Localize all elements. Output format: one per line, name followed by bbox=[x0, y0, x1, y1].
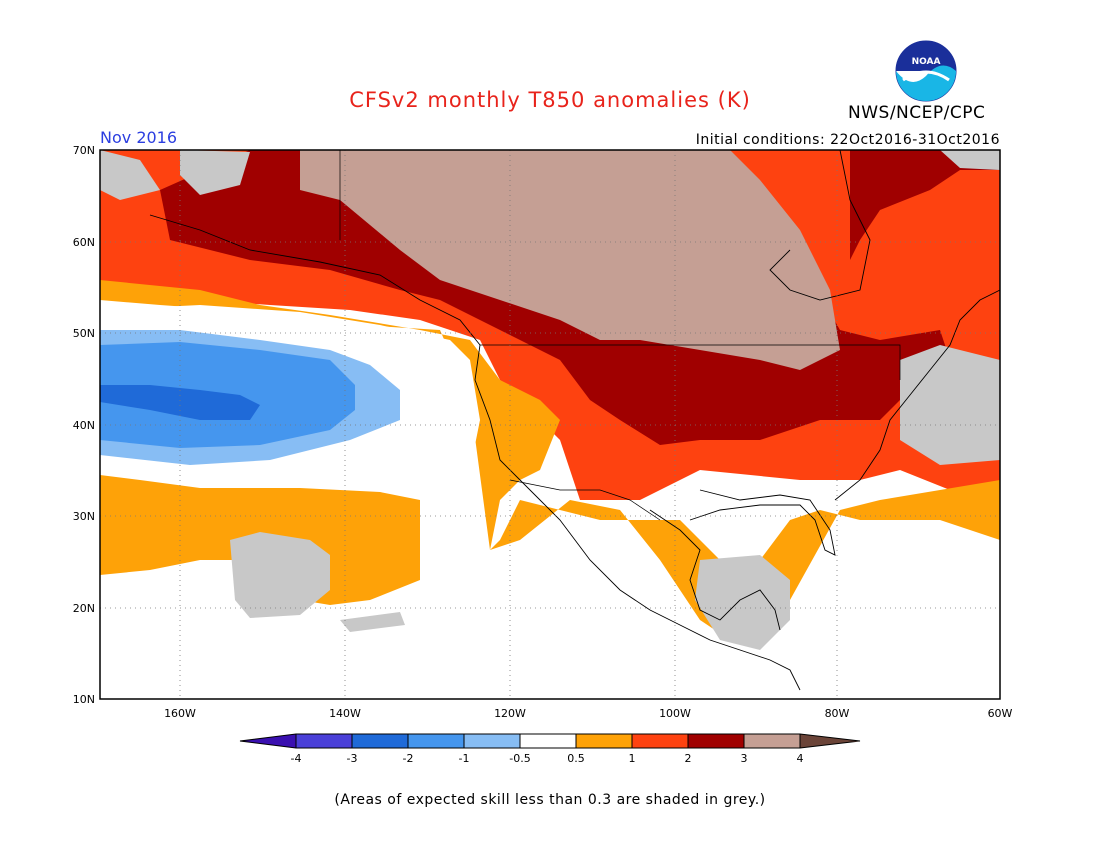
legend-tick-label: 2 bbox=[685, 752, 692, 765]
skill-footnote: (Areas of expected skill less than 0.3 a… bbox=[334, 792, 766, 808]
coastline bbox=[834, 289, 1000, 501]
skill-mask-region bbox=[100, 150, 160, 200]
initial-conditions-label: Initial conditions: 22Oct2016-31Oct2016 bbox=[695, 132, 1000, 148]
lat-tick-label: 60N bbox=[73, 236, 95, 249]
legend-swatch bbox=[296, 734, 352, 748]
lat-tick-label: 70N bbox=[73, 144, 95, 157]
lon-tick-label: 160W bbox=[164, 707, 196, 720]
legend-tick-label: -1 bbox=[459, 752, 470, 765]
chart-title: CFSv2 monthly T850 anomalies (K) bbox=[349, 88, 751, 112]
lon-tick-label: 80W bbox=[825, 707, 850, 720]
lat-tick-label: 10N bbox=[73, 693, 95, 706]
anomaly-region bbox=[100, 385, 260, 420]
lat-tick-label: 30N bbox=[73, 510, 95, 523]
forecast-month-label: Nov 2016 bbox=[100, 128, 178, 147]
legend-tick-label: -2 bbox=[403, 752, 414, 765]
legend-tick-label: 3 bbox=[741, 752, 748, 765]
anomaly-region bbox=[850, 150, 1000, 260]
skill-mask-region bbox=[900, 345, 1000, 465]
legend-swatch bbox=[352, 734, 408, 748]
lat-tick-label: 50N bbox=[73, 327, 95, 340]
lat-axis: 70N 60N 50N 40N 30N 20N 10N bbox=[73, 144, 95, 706]
anomaly-region bbox=[100, 280, 1000, 640]
coastline bbox=[649, 509, 781, 631]
legend-swatch bbox=[576, 734, 632, 748]
skill-mask-region bbox=[180, 150, 250, 195]
lat-tick-label: 20N bbox=[73, 602, 95, 615]
legend-tick-label: -3 bbox=[347, 752, 358, 765]
map-frame bbox=[99, 149, 1001, 700]
legend-outline bbox=[239, 733, 861, 749]
legend-swatch bbox=[464, 734, 520, 748]
color-legend: -4 -3 -2 -1 -0.5 0.5 1 2 3 4 bbox=[239, 733, 861, 765]
lon-tick-label: 140W bbox=[329, 707, 361, 720]
coastline bbox=[149, 214, 801, 691]
legend-swatch bbox=[800, 734, 860, 748]
legend-tick-label: -4 bbox=[291, 752, 302, 765]
graticule bbox=[100, 150, 1000, 699]
legend-swatch bbox=[688, 734, 744, 748]
anomaly-field bbox=[100, 150, 1000, 691]
skill-mask-region bbox=[940, 150, 1000, 170]
lon-tick-label: 60W bbox=[988, 707, 1013, 720]
noaa-logo-text: NOAA bbox=[912, 57, 941, 67]
skill-mask-region bbox=[230, 532, 330, 618]
legend-swatch bbox=[408, 734, 464, 748]
legend-tick-label: -0.5 bbox=[509, 752, 530, 765]
legend-tick-label: 0.5 bbox=[567, 752, 585, 765]
legend-tick-label: 1 bbox=[629, 752, 636, 765]
legend-swatch bbox=[240, 734, 296, 748]
anomaly-region bbox=[300, 150, 840, 370]
country-border bbox=[480, 344, 901, 380]
legend-tick-label: 4 bbox=[797, 752, 804, 765]
agency-label: NWS/NCEP/CPC bbox=[848, 103, 986, 123]
legend-swatch bbox=[520, 734, 576, 748]
legend-swatch bbox=[744, 734, 800, 748]
legend-swatch bbox=[632, 734, 688, 748]
skill-mask-region bbox=[695, 555, 790, 650]
noaa-logo: NOAA bbox=[895, 40, 957, 102]
coastline bbox=[769, 150, 871, 301]
lat-tick-label: 40N bbox=[73, 419, 95, 432]
country-border bbox=[509, 479, 661, 521]
lon-tick-label: 100W bbox=[659, 707, 691, 720]
lon-tick-label: 120W bbox=[494, 707, 526, 720]
coastline bbox=[689, 489, 836, 556]
skill-mask-region bbox=[340, 612, 405, 632]
lon-axis: 160W 140W 120W 100W 80W 60W bbox=[164, 707, 1012, 720]
